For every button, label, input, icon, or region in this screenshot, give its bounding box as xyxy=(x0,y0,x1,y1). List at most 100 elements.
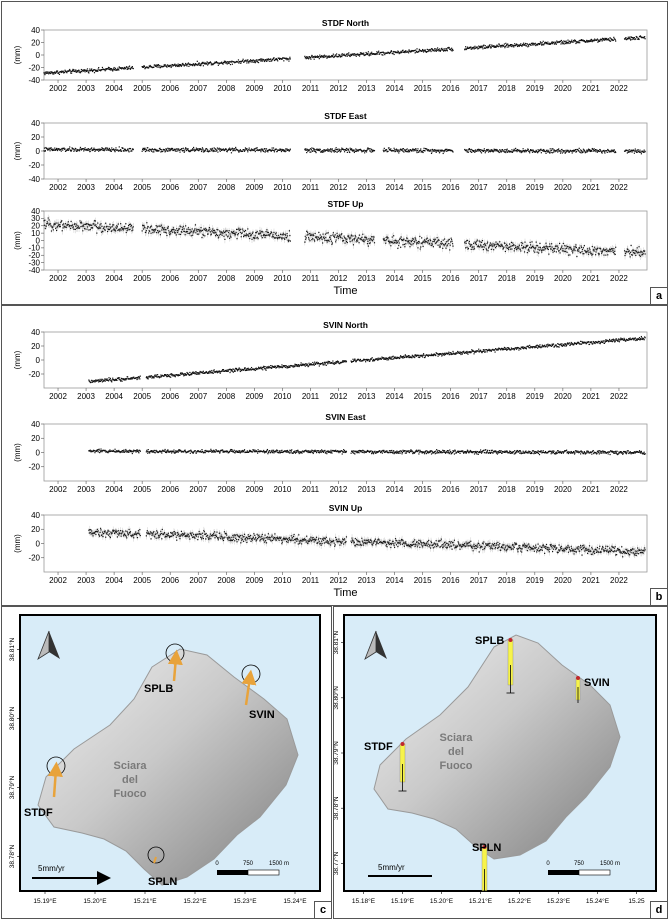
y-axis-label: (mm) xyxy=(13,350,22,369)
data-point xyxy=(229,148,230,149)
data-point xyxy=(566,248,567,249)
data-point xyxy=(477,240,478,241)
data-point xyxy=(162,151,163,152)
data-point xyxy=(545,243,546,244)
data-point xyxy=(214,151,215,152)
data-point xyxy=(238,233,239,234)
data-point xyxy=(402,50,403,51)
data-point xyxy=(329,151,330,152)
data-point xyxy=(529,152,530,153)
data-point xyxy=(183,226,184,227)
data-point xyxy=(202,147,203,148)
data-point xyxy=(205,150,206,151)
data-point xyxy=(76,224,77,225)
data-point xyxy=(422,152,423,153)
data-point xyxy=(223,148,224,149)
data-point xyxy=(568,43,569,44)
data-point xyxy=(81,71,82,72)
data-point xyxy=(330,149,331,150)
y-tick-label: 0 xyxy=(36,356,41,365)
data-point xyxy=(159,148,160,149)
data-point xyxy=(157,230,158,231)
data-point xyxy=(483,44,484,45)
data-point xyxy=(90,229,91,230)
data-point xyxy=(510,246,511,247)
data-point xyxy=(315,149,316,150)
data-point xyxy=(644,36,645,37)
data-point xyxy=(343,240,344,241)
data-point xyxy=(94,151,95,152)
x-tick-label: 2020 xyxy=(554,84,572,93)
data-point xyxy=(430,149,431,150)
data-point xyxy=(96,233,97,234)
data-point xyxy=(550,148,551,149)
data-point xyxy=(91,68,92,69)
data-point xyxy=(48,72,49,73)
data-point xyxy=(91,225,92,226)
data-point xyxy=(94,72,95,73)
data-point xyxy=(445,243,446,244)
data-point xyxy=(514,43,515,44)
data-point xyxy=(263,59,264,60)
data-point xyxy=(168,150,169,151)
data-point xyxy=(430,50,431,51)
data-point xyxy=(513,244,514,245)
data-point xyxy=(434,149,435,150)
data-point xyxy=(236,232,237,233)
data-point xyxy=(640,152,641,153)
data-point xyxy=(120,228,121,229)
series-points xyxy=(43,146,645,154)
data-point xyxy=(469,149,470,150)
data-point xyxy=(537,149,538,150)
data-point xyxy=(566,41,567,42)
data-point xyxy=(284,150,285,151)
data-point xyxy=(631,39,632,40)
data-point xyxy=(153,67,154,68)
data-point xyxy=(217,229,218,230)
data-point xyxy=(178,66,179,67)
x-tick-label: 2018 xyxy=(498,183,516,192)
data-point xyxy=(613,151,614,152)
data-point xyxy=(499,241,500,242)
data-point xyxy=(408,51,409,52)
data-point xyxy=(118,69,119,70)
data-point xyxy=(545,153,546,154)
data-point xyxy=(349,152,350,153)
data-point xyxy=(73,69,74,70)
data-point xyxy=(53,229,54,230)
data-point xyxy=(304,242,305,243)
data-point xyxy=(147,147,148,148)
y-tick-label: 20 xyxy=(31,342,40,351)
data-point xyxy=(387,151,388,152)
data-point xyxy=(256,59,257,60)
data-point xyxy=(216,150,217,151)
data-point xyxy=(264,61,265,62)
data-point xyxy=(98,67,99,68)
data-point xyxy=(254,150,255,151)
data-point xyxy=(541,152,542,153)
x-tick-label: 2009 xyxy=(245,392,263,401)
data-point xyxy=(315,233,316,234)
data-point xyxy=(262,231,263,232)
y-tick-label: 40 xyxy=(31,26,40,35)
data-point xyxy=(418,151,419,152)
data-point xyxy=(562,41,563,42)
data-point xyxy=(130,148,131,149)
data-point xyxy=(56,222,57,223)
data-point xyxy=(229,230,230,231)
data-point xyxy=(144,149,145,150)
data-point xyxy=(378,51,379,52)
data-point xyxy=(364,150,365,151)
data-point xyxy=(529,250,530,251)
data-point xyxy=(276,58,277,59)
data-point xyxy=(536,242,537,243)
data-point xyxy=(629,149,630,150)
x-tick-label: 2005 xyxy=(133,84,151,93)
data-point xyxy=(133,68,134,69)
data-point xyxy=(473,246,474,247)
data-point xyxy=(156,225,157,226)
data-point xyxy=(630,38,631,39)
data-point xyxy=(341,54,342,55)
data-point xyxy=(420,150,421,151)
data-point xyxy=(277,59,278,60)
